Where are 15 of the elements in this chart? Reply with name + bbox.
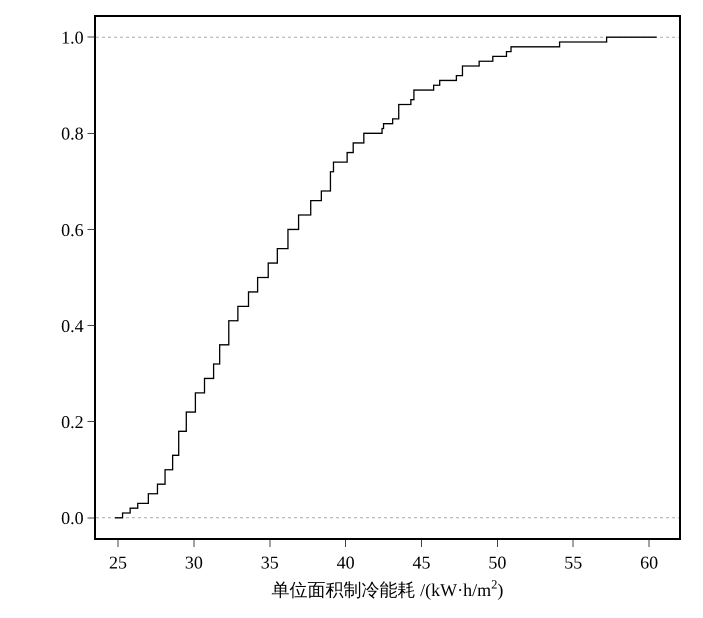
- y-tick-label: 0.0: [61, 508, 84, 528]
- x-tick-label: 55: [564, 552, 582, 572]
- x-tick-label: 25: [109, 552, 127, 572]
- x-tick-label: 50: [488, 552, 506, 572]
- y-tick-label: 0.8: [61, 124, 84, 144]
- x-tick-label: 60: [640, 552, 658, 572]
- x-tick-label: 40: [336, 552, 355, 572]
- y-tick-label: 0.6: [61, 220, 84, 240]
- x-tick-label: 45: [412, 552, 430, 572]
- x-tick-label: 35: [260, 552, 279, 572]
- x-tick-label: 30: [184, 552, 203, 572]
- x-axis-title: 单位面积制冷能耗 /(kW·h/m$^{2}$): [272, 577, 504, 600]
- y-tick-label: 0.2: [61, 412, 84, 432]
- y-tick-label: 0.4: [61, 316, 84, 336]
- y-tick-label: 1.0: [61, 27, 84, 48]
